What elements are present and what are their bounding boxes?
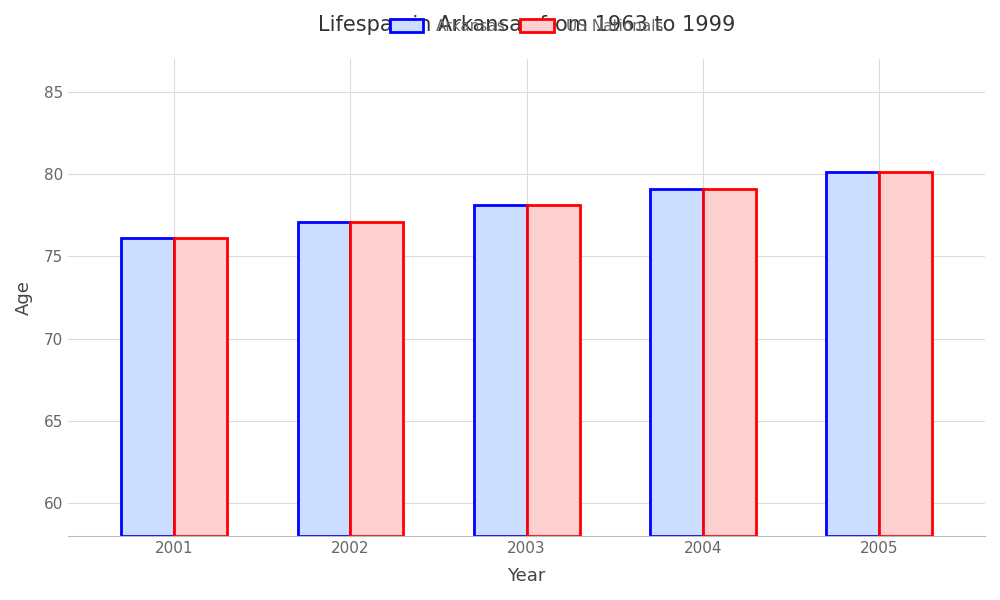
X-axis label: Year: Year [507,567,546,585]
Legend: Arkansas, US Nationals: Arkansas, US Nationals [390,19,664,34]
Title: Lifespan in Arkansas from 1963 to 1999: Lifespan in Arkansas from 1963 to 1999 [318,15,735,35]
Y-axis label: Age: Age [15,280,33,315]
Bar [121,238,174,536]
Bar [298,222,350,536]
Bar [174,238,227,536]
Bar [826,172,879,536]
Bar [703,189,756,536]
Bar [474,205,527,536]
Bar [879,172,932,536]
Bar [350,222,403,536]
Bar [650,189,703,536]
Bar [527,205,580,536]
